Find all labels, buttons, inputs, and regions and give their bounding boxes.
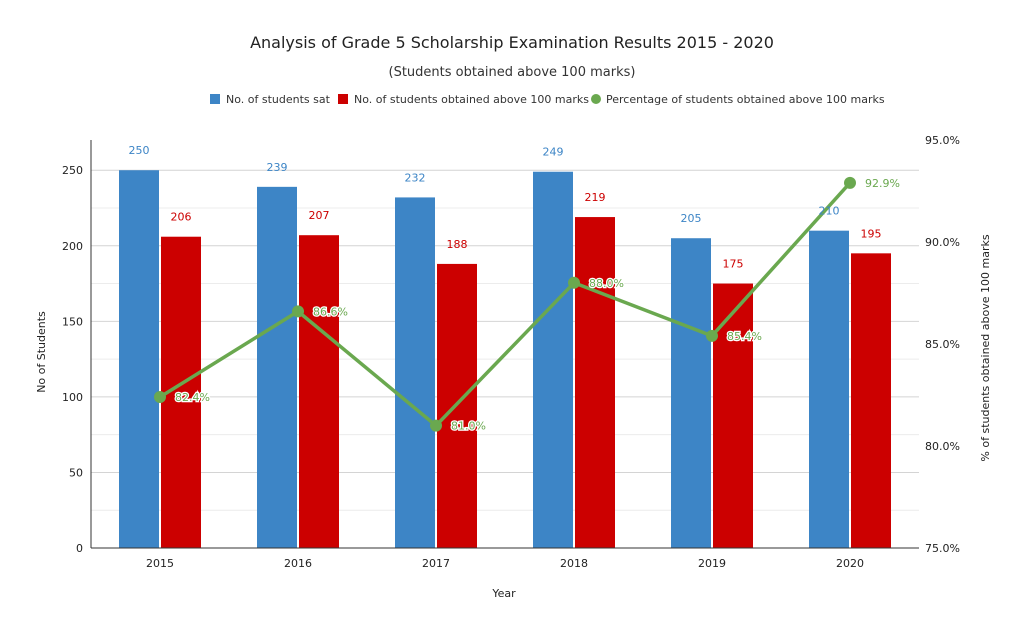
data-label-students-sat: 205 xyxy=(681,212,702,225)
bar-students-sat xyxy=(671,238,711,548)
y-tick-label: 0 xyxy=(76,542,83,555)
data-label-students-sat: 232 xyxy=(405,171,426,184)
y2-axis-title: % of students obtained above 100 marks xyxy=(979,234,992,461)
legend-label-students-sat: No. of students sat xyxy=(226,93,331,106)
data-labels: 250 206 239 207 232 188 249 219 205 175 210 195 82.4… xyxy=(129,144,902,434)
chart-title: Analysis of Grade 5 Scholarship Examinat… xyxy=(250,33,774,52)
data-label-percentage: 85.4% xyxy=(727,330,762,343)
y-tick-label: 250 xyxy=(62,164,83,177)
percentage-line xyxy=(154,176,856,432)
legend-swatch-percentage xyxy=(591,94,601,104)
y-tick-label: 150 xyxy=(62,315,83,328)
bar-above-100 xyxy=(575,217,615,549)
data-label-percentage: 82.4% xyxy=(175,391,210,404)
y2-tick-label: 75.0% xyxy=(925,542,960,555)
data-label-percentage: 88.0% xyxy=(589,277,624,290)
y-tick-label: 200 xyxy=(62,240,83,253)
legend-swatch-students-sat xyxy=(210,94,220,104)
data-label-above-100: 188 xyxy=(447,238,468,251)
percentage-line-path xyxy=(159,181,852,428)
y2-tick-label: 85.0% xyxy=(925,338,960,351)
data-label-students-sat: 249 xyxy=(543,146,564,159)
x-tick-label: 2016 xyxy=(284,557,312,570)
y-axis-title: No of Students xyxy=(35,311,48,393)
bar-students-sat xyxy=(395,197,435,548)
y2-tick-label: 80.0% xyxy=(925,440,960,453)
data-label-above-100: 206 xyxy=(171,211,192,224)
data-label-students-sat: 239 xyxy=(267,161,288,174)
x-tick-label: 2020 xyxy=(836,557,864,570)
bar-students-sat xyxy=(809,230,849,548)
y2-tick-label: 95.0% xyxy=(925,134,960,147)
percentage-point xyxy=(844,176,856,189)
percentage-point xyxy=(154,391,166,404)
x-tick-label: 2018 xyxy=(560,557,588,570)
percentage-point xyxy=(706,329,718,342)
x-tick-label: 2015 xyxy=(146,557,174,570)
data-label-above-100: 195 xyxy=(861,227,882,240)
bar-above-100 xyxy=(713,283,753,548)
y-tick-label: 50 xyxy=(69,466,83,479)
data-label-above-100: 175 xyxy=(723,258,744,271)
percentage-point xyxy=(568,276,580,289)
data-label-above-100: 219 xyxy=(585,191,606,204)
legend-swatch-above-100 xyxy=(338,94,348,104)
percentage-point xyxy=(430,419,442,432)
x-tick-label: 2017 xyxy=(422,557,450,570)
percentage-point xyxy=(292,305,304,318)
data-label-above-100: 207 xyxy=(309,209,330,222)
data-label-percentage: 81.0% xyxy=(451,420,486,433)
bar-students-sat xyxy=(257,186,297,548)
data-label-students-sat: 250 xyxy=(129,144,150,157)
data-label-percentage: 86.6% xyxy=(313,305,348,318)
data-label-students-sat: 210 xyxy=(819,205,840,218)
y2-tick-label: 90.0% xyxy=(925,236,960,249)
gridlines xyxy=(91,169,919,511)
bar-students-sat xyxy=(119,170,159,548)
data-label-percentage: 92.9% xyxy=(865,177,900,190)
x-tick-label: 2019 xyxy=(698,557,726,570)
chart-subtitle: (Students obtained above 100 marks) xyxy=(389,65,636,80)
bar-above-100 xyxy=(299,235,339,548)
x-axis-title: Year xyxy=(491,587,516,600)
legend-label-percentage: Percentage of students obtained above 10… xyxy=(606,93,885,106)
axes: 0 50 100 150 200 250 75.0% 80.0% 85.0% 90.0% 95.0%… xyxy=(62,134,960,570)
bar-above-100 xyxy=(851,253,891,549)
legend-label-above-100: No. of students obtained above 100 marks xyxy=(354,93,589,106)
legend: No. of students sat No. of students obta… xyxy=(210,93,885,106)
y-tick-label: 100 xyxy=(62,391,83,404)
bar-students-sat xyxy=(533,171,573,548)
